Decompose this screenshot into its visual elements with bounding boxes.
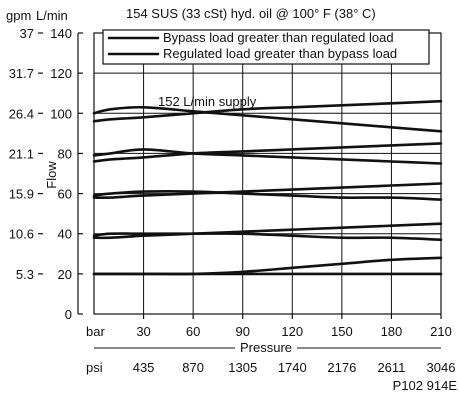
x-unit-psi: psi [86, 360, 103, 375]
x-axis-title: Pressure [240, 340, 292, 355]
gpm-tick-label: 21.1 [9, 146, 34, 161]
gpm-tick-label: 26.4 [9, 106, 34, 121]
gpm-tick-label: 37 [20, 26, 34, 41]
legend: Bypass load greater than regulated load … [102, 29, 430, 65]
series-line-6 [92, 182, 443, 200]
x-tick-label-bar: 90 [235, 324, 249, 339]
chart-title: 154 SUS (33 cSt) hyd. oil @ 100° F (38° … [126, 6, 376, 21]
x-tick-label-psi: 3046 [427, 360, 456, 375]
x-tick-label-psi: 870 [182, 360, 204, 375]
x-tick-label-bar: 150 [331, 324, 353, 339]
series-line-7 [92, 232, 443, 241]
series-line-4 [92, 142, 443, 163]
x-unit-bar: bar [86, 324, 105, 339]
y-tick-label: 20 [58, 267, 72, 282]
lpm-unit-label: L/min [36, 8, 68, 23]
legend-label-bypass: Bypass load greater than regulated load [163, 30, 394, 45]
gpm-tick-label: 10.6 [9, 227, 34, 242]
legend-box [102, 29, 430, 65]
y-axis-secondary: 37 31.7 26.4 21.1 15.9 10.6 5.3 [9, 26, 43, 282]
x-tick-label-psi: 2176 [327, 360, 356, 375]
series-line-5 [92, 190, 443, 201]
series-line-1 [92, 105, 443, 133]
gpm-tick-label: 15.9 [9, 187, 34, 202]
plot-area [92, 32, 443, 315]
y-axis-primary: 0 20 40 60 80 100 120 140 [50, 26, 83, 322]
x-tick-label-bar: 210 [430, 324, 452, 339]
figure-id: P102 914E [393, 378, 458, 393]
gpm-unit-label: gpm [6, 8, 31, 23]
y-tick-label: 80 [58, 146, 72, 161]
plot-frame [93, 32, 442, 315]
series-group [92, 99, 443, 276]
series-line-3 [92, 148, 443, 165]
x-tick-label-bar: 30 [136, 324, 150, 339]
supply-annotation: 152 L/min supply [158, 94, 257, 109]
x-tick-label-psi: 435 [133, 360, 155, 375]
series-line-2 [92, 99, 443, 123]
gpm-tick-label: 31.7 [9, 66, 34, 81]
gpm-tick-label: 5.3 [16, 267, 34, 282]
x-tick-label-bar: 180 [381, 324, 403, 339]
x-tick-label-psi: 1305 [228, 360, 257, 375]
y-tick-label: 40 [58, 227, 72, 242]
y-tick-label: 0 [65, 307, 72, 322]
legend-label-regulated: Regulated load greater than bypass load [163, 46, 397, 61]
y-tick-label: 140 [50, 26, 72, 41]
x-ticks-bar: 30 60 90 120 150 180 210 [136, 314, 452, 339]
x-tick-label-psi: 1740 [278, 360, 307, 375]
x-tick-label-bar: 60 [186, 324, 200, 339]
grid [94, 33, 441, 314]
series-line-8 [92, 222, 443, 240]
x-tick-label-bar: 120 [281, 324, 303, 339]
x-ticks-psi: 435 870 1305 1740 2176 2611 3046 [133, 360, 456, 375]
y-tick-label: 60 [58, 187, 72, 202]
y-tick-label: 120 [50, 66, 72, 81]
x-tick-label-psi: 2611 [377, 360, 405, 375]
y-axis-title: Flow [44, 161, 59, 189]
series-line-10 [92, 256, 443, 276]
y-tick-label: 100 [50, 106, 72, 121]
